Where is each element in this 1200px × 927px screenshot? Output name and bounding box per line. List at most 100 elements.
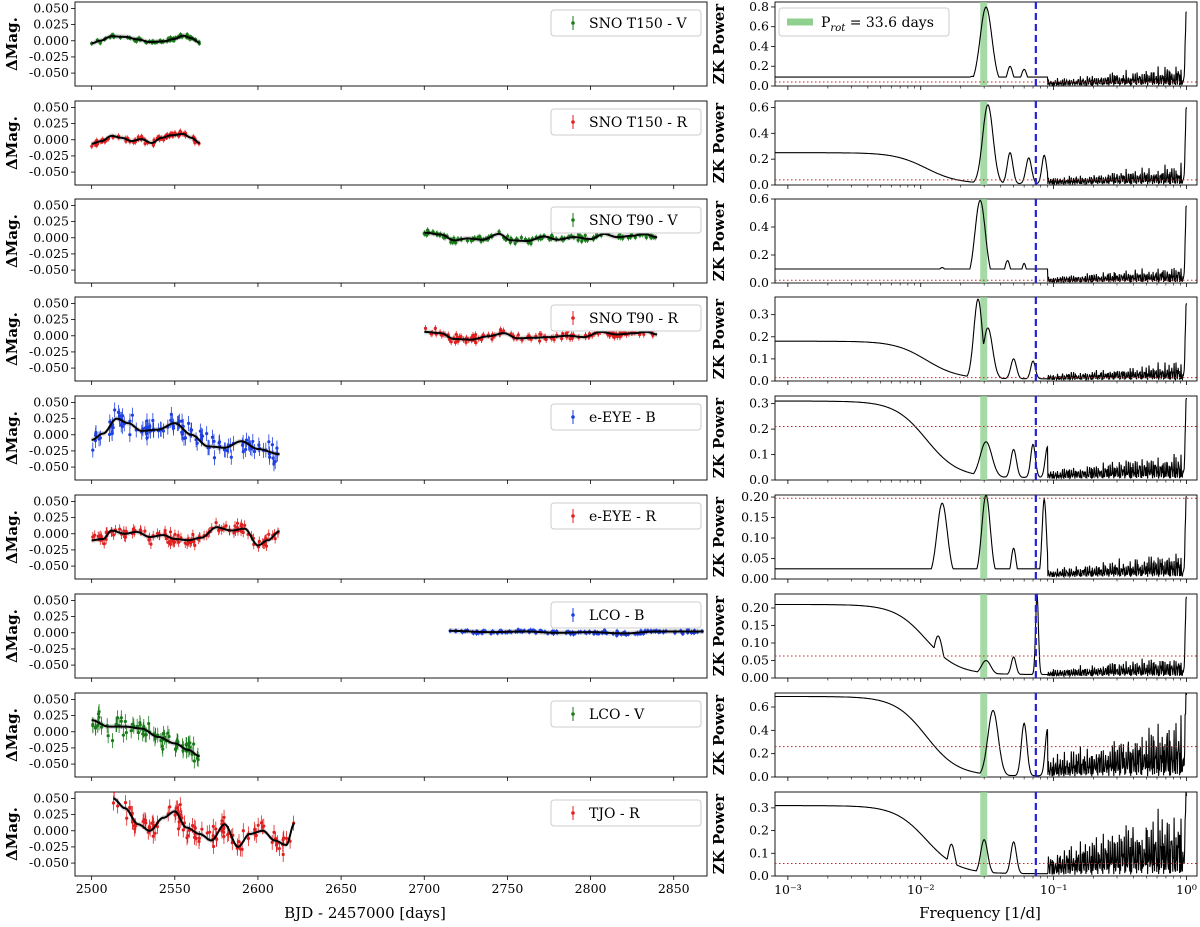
legend-label: SNO T150 - R bbox=[589, 115, 687, 131]
legend-box bbox=[550, 108, 702, 136]
data-point bbox=[128, 433, 132, 437]
legend-label-symbol: P bbox=[821, 15, 830, 31]
y-tick-label: 0.2 bbox=[749, 421, 769, 436]
periodogram-panel: 0.0 0.2 0.4 0.6 ZK Power bbox=[710, 191, 1198, 290]
data-point bbox=[222, 834, 226, 839]
data-point bbox=[457, 335, 462, 339]
y-tick-label: -0.025 bbox=[29, 542, 69, 557]
data-point bbox=[125, 816, 129, 820]
data-point bbox=[256, 823, 260, 827]
y-tick-label: 0.050 bbox=[33, 691, 69, 706]
plot-area bbox=[91, 517, 280, 552]
y-tick-label: 0.000 bbox=[33, 526, 69, 541]
data-point bbox=[162, 138, 166, 142]
data-point bbox=[123, 719, 127, 724]
x-tick-label: 2700 bbox=[408, 881, 440, 896]
data-point bbox=[159, 738, 163, 743]
data-point bbox=[474, 332, 478, 337]
data-point bbox=[110, 738, 115, 743]
legend-label: e-EYE - R bbox=[589, 509, 656, 525]
data-point bbox=[239, 524, 243, 528]
data-point bbox=[174, 806, 178, 810]
y-axis-label: ΔMag. bbox=[3, 17, 21, 71]
y-tick-label: -0.050 bbox=[29, 756, 69, 771]
data-point bbox=[449, 240, 453, 244]
data-point bbox=[176, 533, 180, 537]
legend: SNO T150 - R bbox=[550, 108, 702, 136]
y-tick-label: 0.4 bbox=[749, 219, 769, 234]
data-point bbox=[143, 141, 147, 146]
data-point bbox=[208, 830, 212, 834]
x-tick-label: 10⁰ bbox=[1176, 882, 1197, 897]
data-point bbox=[214, 521, 218, 525]
data-point bbox=[178, 803, 182, 807]
data-point bbox=[519, 235, 523, 240]
x-tick-label: 10⁻¹ bbox=[1040, 882, 1068, 897]
data-point bbox=[270, 840, 274, 844]
data-point bbox=[490, 337, 494, 341]
data-point bbox=[90, 144, 94, 148]
model-line bbox=[424, 231, 658, 242]
legend-marker-dot bbox=[571, 613, 575, 617]
y-tick-label: 0.000 bbox=[33, 328, 69, 343]
data-point bbox=[94, 432, 98, 436]
data-point bbox=[212, 439, 216, 443]
data-point bbox=[121, 733, 125, 737]
data-point bbox=[270, 443, 274, 447]
data-point bbox=[114, 722, 118, 727]
data-point bbox=[215, 837, 219, 842]
power-curve bbox=[775, 104, 1188, 185]
y-tick-label: 0.1 bbox=[749, 447, 769, 462]
periodogram-column: 0.00.20.40.60.8ZK Power Prot = 33.6 days0… bbox=[710, 0, 1198, 897]
data-point bbox=[454, 332, 458, 336]
legend-box bbox=[550, 700, 702, 728]
plot-area bbox=[775, 396, 1197, 480]
y-axis-label: ΔMag. bbox=[3, 312, 21, 366]
data-point bbox=[177, 540, 181, 544]
y-tick-label: 0.025 bbox=[33, 510, 69, 525]
data-point bbox=[169, 412, 173, 416]
legend-label: SNO T150 - V bbox=[589, 16, 687, 32]
y-tick-label: 0.2 bbox=[749, 823, 769, 838]
data-point bbox=[160, 744, 164, 748]
model-line bbox=[91, 526, 280, 547]
data-point bbox=[274, 843, 279, 847]
data-point bbox=[151, 834, 155, 838]
legend-label: LCO - B bbox=[589, 608, 644, 624]
legend-marker-dot bbox=[571, 514, 575, 518]
data-point bbox=[212, 844, 216, 849]
data-point bbox=[254, 833, 258, 838]
data-point bbox=[568, 337, 572, 341]
rotation-period-band bbox=[980, 792, 988, 876]
data-point bbox=[161, 429, 166, 433]
data-point bbox=[539, 332, 543, 336]
data-point bbox=[149, 542, 153, 546]
power-curve bbox=[775, 6, 1187, 86]
y-tick-label: 0.20 bbox=[741, 600, 769, 615]
data-point bbox=[165, 536, 169, 541]
power-curve bbox=[775, 298, 1188, 381]
data-point bbox=[168, 530, 173, 534]
y-tick-label: 0.025 bbox=[33, 708, 69, 723]
data-point bbox=[199, 437, 204, 441]
y-tick-label: 0.025 bbox=[33, 116, 69, 131]
data-point bbox=[205, 432, 209, 436]
data-point bbox=[143, 529, 147, 533]
y-tick-label: 0.4 bbox=[749, 722, 769, 737]
legend-marker-dot bbox=[571, 316, 575, 320]
y-tick-label: 0.050 bbox=[33, 592, 69, 607]
y-tick-label: 0.025 bbox=[33, 411, 69, 426]
data-point bbox=[433, 326, 437, 331]
y-tick-label: 0.050 bbox=[33, 0, 69, 15]
legend-marker-dot bbox=[571, 811, 575, 815]
power-curve bbox=[775, 792, 1188, 875]
data-point bbox=[561, 332, 565, 336]
data-point bbox=[195, 441, 199, 445]
plot-area bbox=[775, 297, 1197, 381]
x-tick-label: 2500 bbox=[76, 881, 108, 896]
data-point bbox=[180, 419, 184, 423]
data-point bbox=[211, 824, 215, 828]
